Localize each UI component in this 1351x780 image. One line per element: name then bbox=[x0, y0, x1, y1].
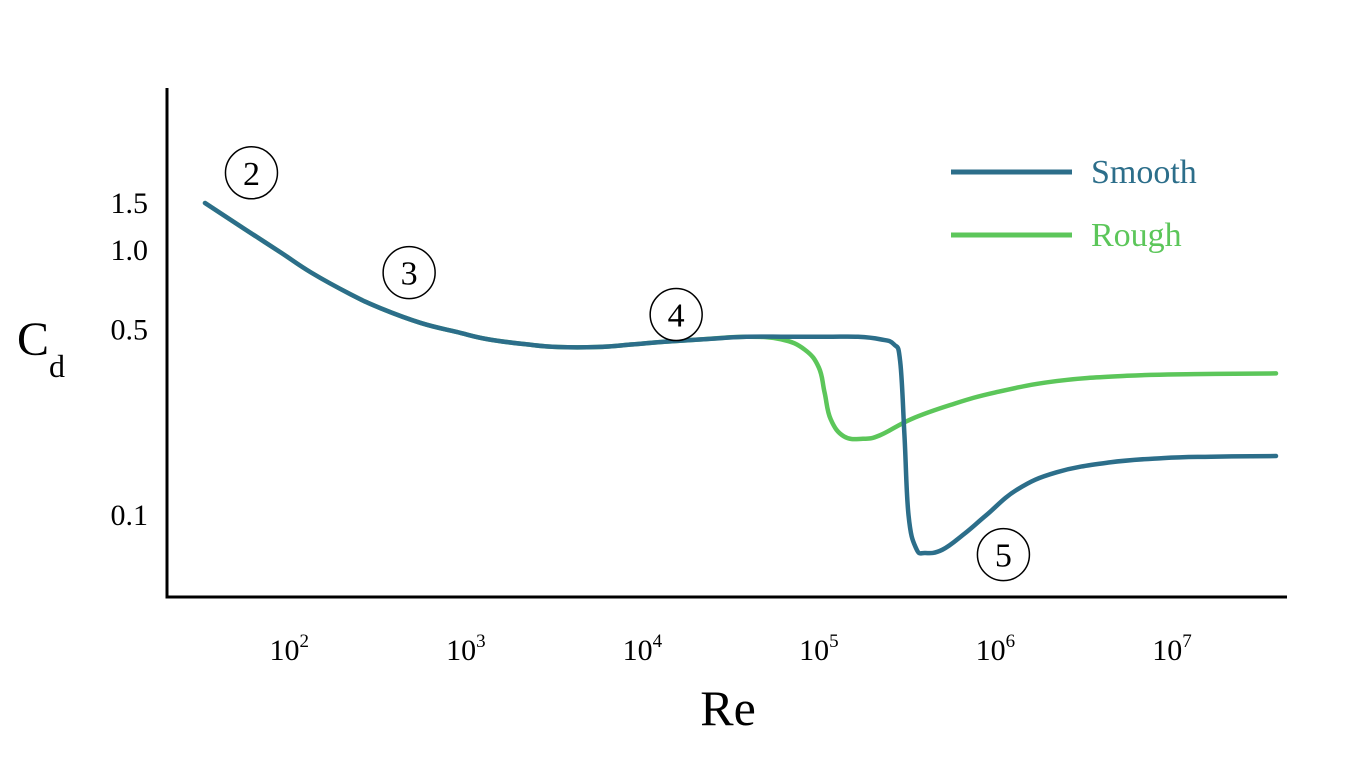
regime-marker-label: 2 bbox=[243, 156, 260, 193]
chart-axes bbox=[165, 88, 1287, 599]
y-tick-label: 0.5 bbox=[111, 314, 149, 347]
regime-marker-circle bbox=[976, 527, 1031, 582]
regime-marker-label: 3 bbox=[401, 256, 418, 293]
regime-marker-4: 4 bbox=[649, 287, 703, 342]
y-tick-label: 0.1 bbox=[111, 499, 149, 532]
x-tick-label: 102 bbox=[270, 631, 310, 667]
y-axis-title-main: C bbox=[17, 313, 49, 366]
y-axis-title-subscript: d bbox=[49, 348, 65, 384]
legend-entry-rough: Rough bbox=[951, 217, 1182, 254]
chart-legend: Smooth Rough bbox=[951, 154, 1197, 254]
regime-marker-3: 3 bbox=[382, 245, 436, 300]
x-tick-label: 106 bbox=[976, 631, 1016, 667]
x-tick-labels: 102 103 104 105 106 107 bbox=[270, 631, 1192, 667]
x-tick-label: 105 bbox=[799, 631, 839, 667]
legend-entry-smooth: Smooth bbox=[951, 154, 1197, 191]
legend-label: Rough bbox=[1091, 217, 1182, 254]
x-tick-label: 103 bbox=[446, 631, 486, 667]
series-layer bbox=[202, 200, 1279, 556]
y-axis-title: Cd bbox=[17, 313, 65, 384]
x-tick-label: 104 bbox=[623, 631, 663, 667]
x-axis-title: Re bbox=[700, 680, 756, 736]
regime-marker-circle bbox=[649, 287, 703, 342]
regime-marker-label: 4 bbox=[668, 298, 685, 335]
x-tick-label: 107 bbox=[1152, 631, 1192, 667]
annotation-layer: 2 3 4 5 bbox=[224, 146, 1031, 582]
legend-label: Smooth bbox=[1091, 154, 1197, 191]
regime-marker-circle bbox=[382, 245, 436, 300]
y-tick-labels: 1.5 1.0 0.5 0.1 bbox=[111, 187, 149, 532]
y-tick-label: 1.0 bbox=[111, 234, 149, 267]
series-line-smooth bbox=[202, 200, 1279, 556]
y-tick-label: 1.5 bbox=[111, 187, 149, 220]
regime-marker-circle bbox=[224, 146, 279, 200]
regime-marker-5: 5 bbox=[976, 527, 1031, 582]
regime-marker-label: 5 bbox=[995, 538, 1012, 575]
regime-marker-2: 2 bbox=[224, 146, 279, 200]
